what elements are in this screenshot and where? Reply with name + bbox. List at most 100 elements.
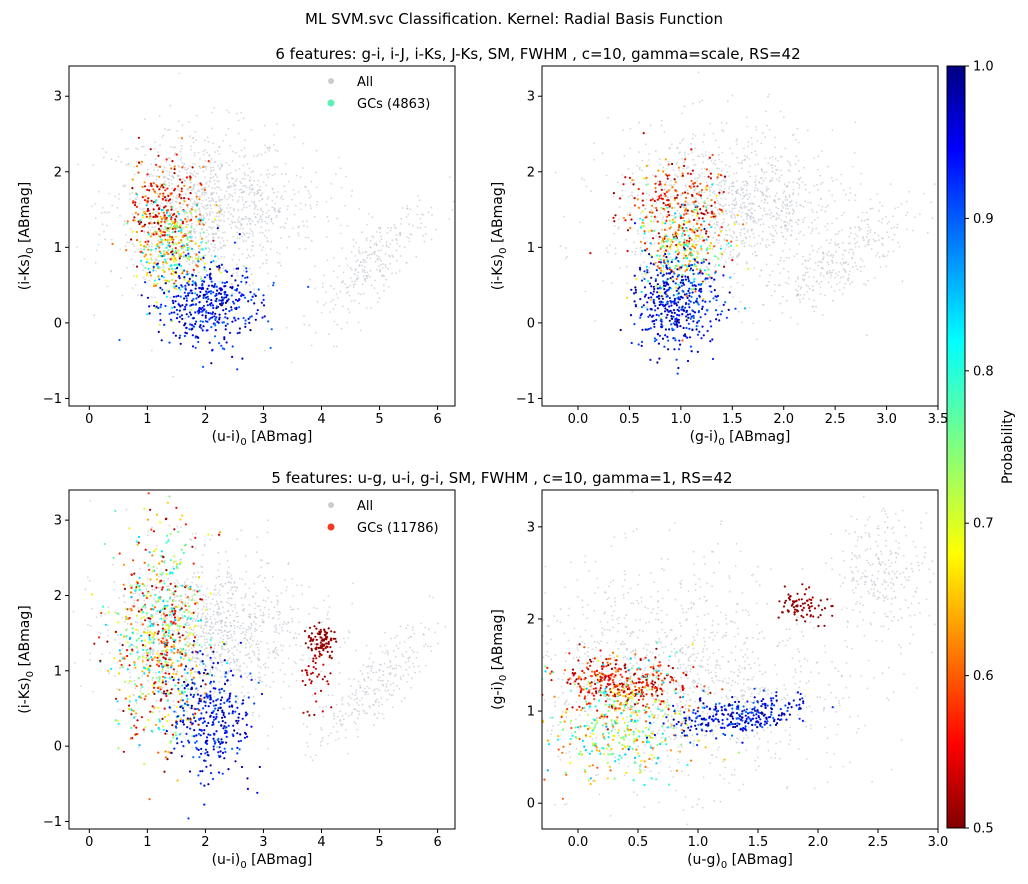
gc-point [204,316,207,319]
all-point [718,158,721,161]
gc-point [162,261,165,264]
gc-point [664,284,667,287]
all-point [839,262,842,264]
all-point [368,253,371,256]
gc-point [694,228,698,231]
gc-point [225,296,228,299]
all-point [179,150,182,153]
gc-point [659,194,663,197]
gc-point [654,182,657,185]
gc-point [668,319,671,322]
all-point [732,296,734,298]
all-point [205,606,208,608]
all-point [881,205,884,207]
all-point [729,254,732,256]
all-point [703,175,706,178]
all-point [747,141,750,143]
all-point [835,179,838,181]
gc-point [702,334,705,337]
all-point [142,264,145,267]
all-point [808,253,811,256]
all-point [236,226,239,229]
gc-point [724,301,727,304]
all-point [750,215,752,218]
all-point [790,200,793,202]
gc-point [642,132,645,135]
gc-point [693,211,696,214]
all-point [796,276,799,278]
all-point [743,195,745,198]
gc-point [149,182,152,185]
all-point [842,253,844,256]
gc-point [700,188,704,192]
gc-point [223,285,226,288]
all-point [875,254,878,257]
all-point [345,257,347,260]
all-point [901,280,904,283]
all-point [849,242,852,245]
all-point [203,186,206,189]
all-point [687,153,690,155]
all-point [762,194,765,197]
gc-point [679,244,682,247]
all-point [247,254,250,257]
all-point [152,175,154,177]
all-point [669,188,672,191]
all-point [683,206,685,209]
all-point [726,234,729,236]
all-point [701,99,704,102]
all-point [643,261,645,264]
gc-point [159,312,162,315]
all-point [645,198,648,201]
gc-point [695,297,699,300]
all-point [763,201,766,204]
gc-point [663,228,667,231]
all-point [698,238,701,241]
gc-point [679,214,682,217]
gc-point [644,293,648,296]
all-point [190,224,193,227]
all-point [261,221,264,223]
all-point [738,210,741,213]
all-point [214,183,216,185]
gc-point [165,211,168,214]
all-point [860,219,863,222]
all-point [828,189,830,192]
all-point [783,242,786,245]
all-point [686,189,689,192]
gc-point [681,273,684,276]
all-point [272,191,275,194]
gc-point [216,289,219,292]
all-point [649,124,652,127]
all-point [716,256,718,258]
all-point [784,281,787,284]
all-point [186,168,188,171]
gc-point [729,276,732,279]
all-point [739,234,742,237]
gc-point [674,320,677,323]
all-point [118,198,120,200]
all-point [193,230,195,233]
gc-point [702,239,706,242]
all-point [207,196,210,199]
gc-point [245,267,248,270]
gc-point [681,172,684,175]
gc-point [674,237,678,240]
all-point [801,263,804,265]
gc-point [150,248,153,251]
gc-point [184,322,187,325]
gc-point [677,166,681,169]
all-point [863,282,865,285]
all-point [155,178,158,181]
gc-point [649,262,653,265]
all-point [723,251,725,253]
gc-point [668,227,671,230]
gc-point [216,227,219,230]
gc-point [742,223,745,226]
gc-point [708,244,712,247]
all-point [197,208,200,211]
gc-point [639,314,642,317]
all-point [849,227,852,230]
gc-point [710,290,713,293]
all-point [367,274,369,277]
